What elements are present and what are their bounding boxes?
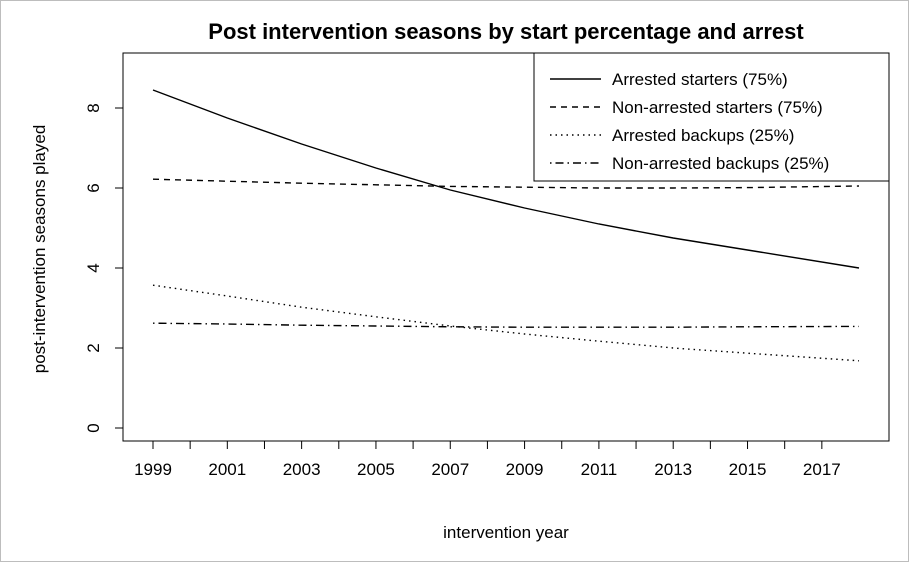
x-tick-label: 2013 [654,460,692,479]
y-tick-label: 2 [84,343,103,352]
y-tick-label: 6 [84,183,103,192]
series-line-1 [152,89,860,269]
series-line-3 [152,284,860,362]
legend-label-3: Arrested backups (25%) [612,126,794,145]
x-tick-label: 2007 [431,460,469,479]
y-tick-label: 8 [84,103,103,112]
legend-label-4: Non-arrested backups (25%) [612,154,829,173]
x-axis: 1999 2001 2003 2005 2007 2009 2011 2013 2015 2017 [134,440,841,479]
series-line-4 [152,322,860,328]
legend-label-2: Non-arrested starters (75%) [612,98,823,117]
y-tick-label: 4 [84,263,103,272]
x-axis-label: intervention year [443,523,569,542]
series-layer [152,89,860,362]
chart-title: Post intervention seasons by start perce… [208,19,804,44]
legend-box [533,52,890,182]
x-tick-label: 2011 [581,460,618,479]
legend-label-1: Arrested starters (75%) [612,70,788,89]
x-tick-label: 2017 [803,460,841,479]
x-tick-label: 2001 [208,460,246,479]
x-tick-label: 2015 [729,460,767,479]
y-axis-label: post-intervention seasons played [30,125,49,374]
y-axis: 0 2 4 6 8 [84,103,124,433]
y-tick-label: 0 [84,423,103,432]
x-tick-label: 2003 [283,460,321,479]
x-tick-label: 2009 [506,460,544,479]
legend: Arrested starters (75%) Non-arrested star… [533,52,890,182]
series-line-2 [152,178,860,189]
x-tick-label: 1999 [134,460,172,479]
x-tick-label: 2005 [357,460,395,479]
